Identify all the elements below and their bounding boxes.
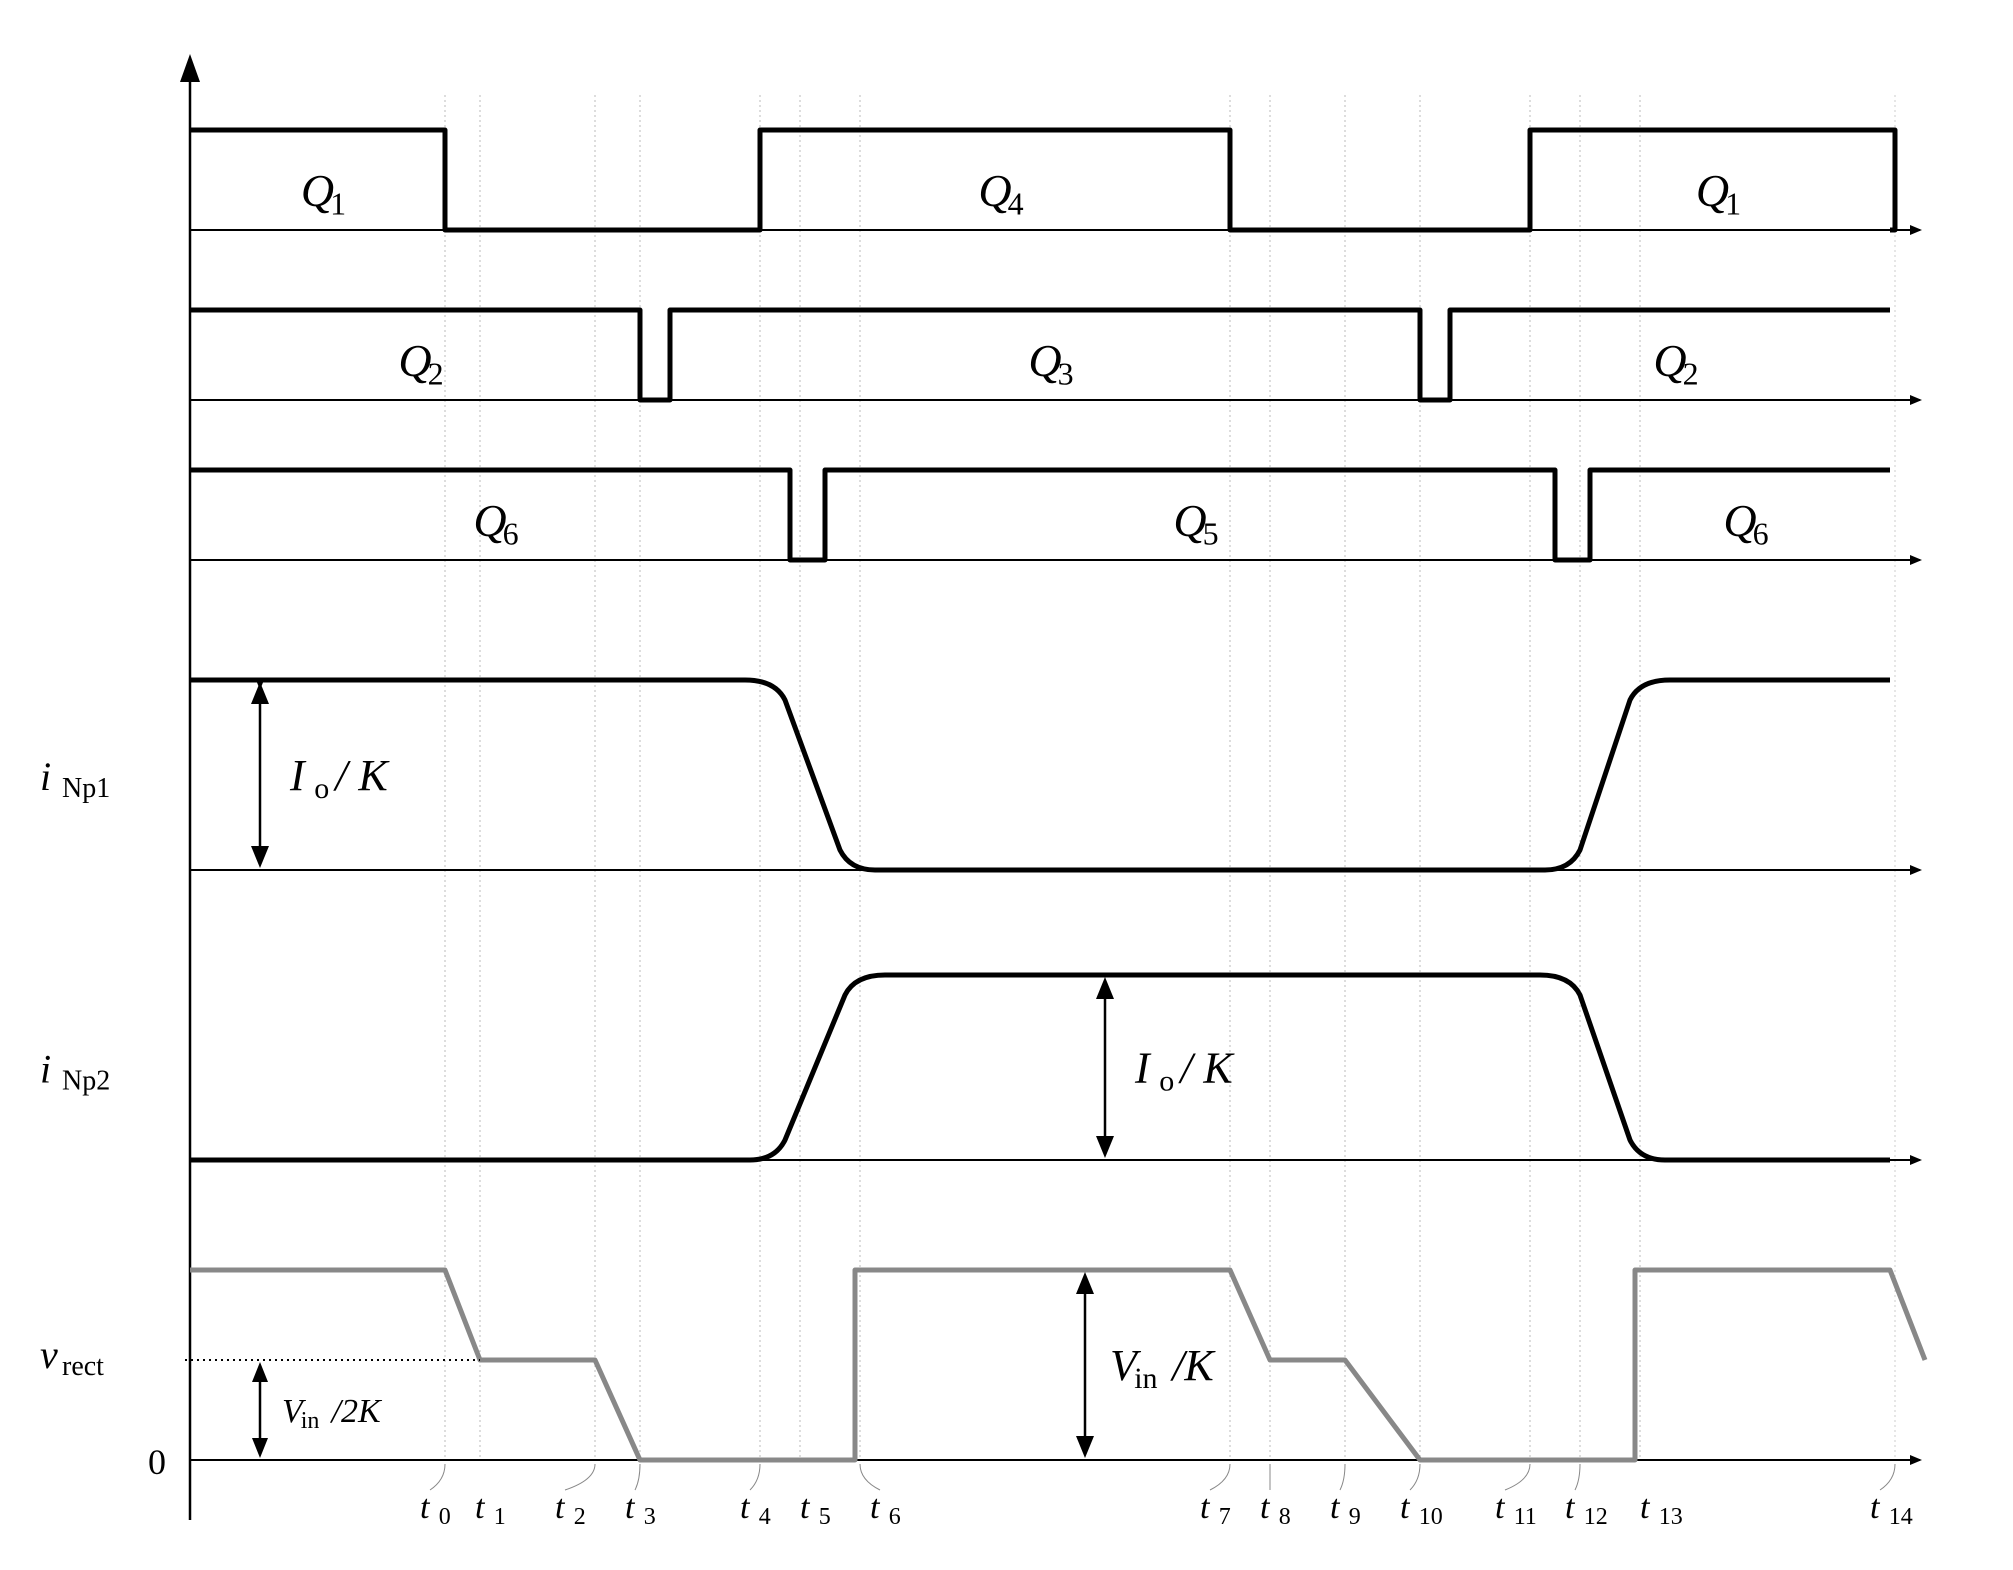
svg-text:I: I xyxy=(289,751,307,800)
svg-text:Q: Q xyxy=(398,335,431,386)
svg-text:t: t xyxy=(1495,1489,1506,1526)
svg-text:t: t xyxy=(800,1489,811,1526)
svg-text:I: I xyxy=(1134,1044,1152,1093)
svg-text:t: t xyxy=(1565,1489,1576,1526)
svg-text:Q: Q xyxy=(1173,495,1206,546)
svg-text:10: 10 xyxy=(1419,1504,1443,1530)
time-label-t1: t1 xyxy=(475,1489,506,1530)
svg-text:Np1: Np1 xyxy=(62,773,110,804)
time-label-t0: t0 xyxy=(420,1489,451,1530)
svg-text:2: 2 xyxy=(428,355,444,391)
svg-text:t: t xyxy=(870,1489,881,1526)
svg-text:Q: Q xyxy=(1028,335,1061,386)
svg-text:6: 6 xyxy=(889,1504,901,1530)
time-label-t11: t 11 xyxy=(1495,1489,1537,1530)
time-label-t6: t6 xyxy=(870,1489,901,1530)
svg-text:/ K: / K xyxy=(332,751,390,800)
svg-text:i: i xyxy=(40,754,51,799)
svg-text:0: 0 xyxy=(439,1504,451,1530)
svg-text:rect: rect xyxy=(62,1351,104,1382)
svg-text:Np2: Np2 xyxy=(62,1066,110,1097)
svg-text:o: o xyxy=(1159,1064,1174,1097)
time-label-t10: t 10 xyxy=(1400,1489,1443,1530)
svg-text:t: t xyxy=(1640,1489,1651,1526)
svg-text:7: 7 xyxy=(1219,1504,1231,1530)
time-label-t12: t 12 xyxy=(1565,1489,1608,1530)
svg-text:t: t xyxy=(740,1489,751,1526)
svg-text:t: t xyxy=(420,1489,431,1526)
svg-text:Q: Q xyxy=(1653,335,1686,386)
svg-text:t: t xyxy=(555,1489,566,1526)
svg-text:3: 3 xyxy=(644,1504,656,1530)
svg-text:/K: /K xyxy=(1169,1341,1216,1390)
svg-text:2: 2 xyxy=(1683,355,1699,391)
svg-text:i: i xyxy=(40,1047,51,1092)
svg-text:13: 13 xyxy=(1659,1504,1683,1530)
svg-text:v: v xyxy=(40,1332,58,1377)
svg-text:in: in xyxy=(1134,1362,1157,1395)
svg-text:4: 4 xyxy=(1008,185,1024,221)
svg-text:t: t xyxy=(475,1489,486,1526)
svg-text:Q: Q xyxy=(473,495,506,546)
svg-text:t: t xyxy=(1200,1489,1211,1526)
time-label-t14: t 14 xyxy=(1870,1489,1913,1530)
svg-text:t: t xyxy=(625,1489,636,1526)
svg-text:8: 8 xyxy=(1279,1504,1291,1530)
svg-text:14: 14 xyxy=(1889,1504,1913,1530)
svg-text:1: 1 xyxy=(1725,185,1741,221)
time-label-t8: t8 xyxy=(1260,1489,1291,1530)
svg-text:t: t xyxy=(1260,1489,1271,1526)
svg-text:5: 5 xyxy=(819,1504,831,1530)
timing-diagram-svg: Q1Q4Q1Q2Q3Q2Q6Q5Q6Io / KiNp1Io / KiNp2Vi… xyxy=(0,0,2013,1570)
svg-text:5: 5 xyxy=(1203,515,1219,551)
svg-text:in: in xyxy=(301,1408,320,1434)
svg-text:/2K: /2K xyxy=(330,1393,383,1430)
svg-text:/ K: / K xyxy=(1177,1044,1235,1093)
svg-text:Q: Q xyxy=(301,165,334,216)
svg-text:Q: Q xyxy=(1696,165,1729,216)
svg-text:12: 12 xyxy=(1584,1504,1608,1530)
svg-text:4: 4 xyxy=(759,1504,771,1530)
svg-text:1: 1 xyxy=(330,185,346,221)
svg-text:3: 3 xyxy=(1058,355,1074,391)
svg-text:t: t xyxy=(1870,1489,1881,1526)
svg-text:2: 2 xyxy=(574,1504,586,1530)
svg-text:6: 6 xyxy=(1753,515,1769,551)
svg-text:t: t xyxy=(1400,1489,1411,1526)
svg-text:o: o xyxy=(314,772,329,805)
svg-text:Q: Q xyxy=(1723,495,1756,546)
time-label-t5: t5 xyxy=(800,1489,831,1530)
svg-text:9: 9 xyxy=(1349,1504,1361,1530)
time-label-t4: t4 xyxy=(740,1489,771,1530)
svg-text:11: 11 xyxy=(1514,1504,1537,1530)
time-label-t9: t9 xyxy=(1330,1489,1361,1530)
time-label-t3: t3 xyxy=(625,1489,656,1530)
svg-text:1: 1 xyxy=(494,1504,506,1530)
svg-text:Q: Q xyxy=(978,165,1011,216)
svg-text:6: 6 xyxy=(503,515,519,551)
time-label-t7: t7 xyxy=(1200,1489,1231,1530)
timing-diagram: Q1Q4Q1Q2Q3Q2Q6Q5Q6Io / KiNp1Io / KiNp2Vi… xyxy=(0,0,2013,1570)
time-label-t13: t 13 xyxy=(1640,1489,1683,1530)
time-label-t2: t2 xyxy=(555,1489,586,1530)
zero-label: 0 xyxy=(148,1442,166,1482)
svg-text:t: t xyxy=(1330,1489,1341,1526)
